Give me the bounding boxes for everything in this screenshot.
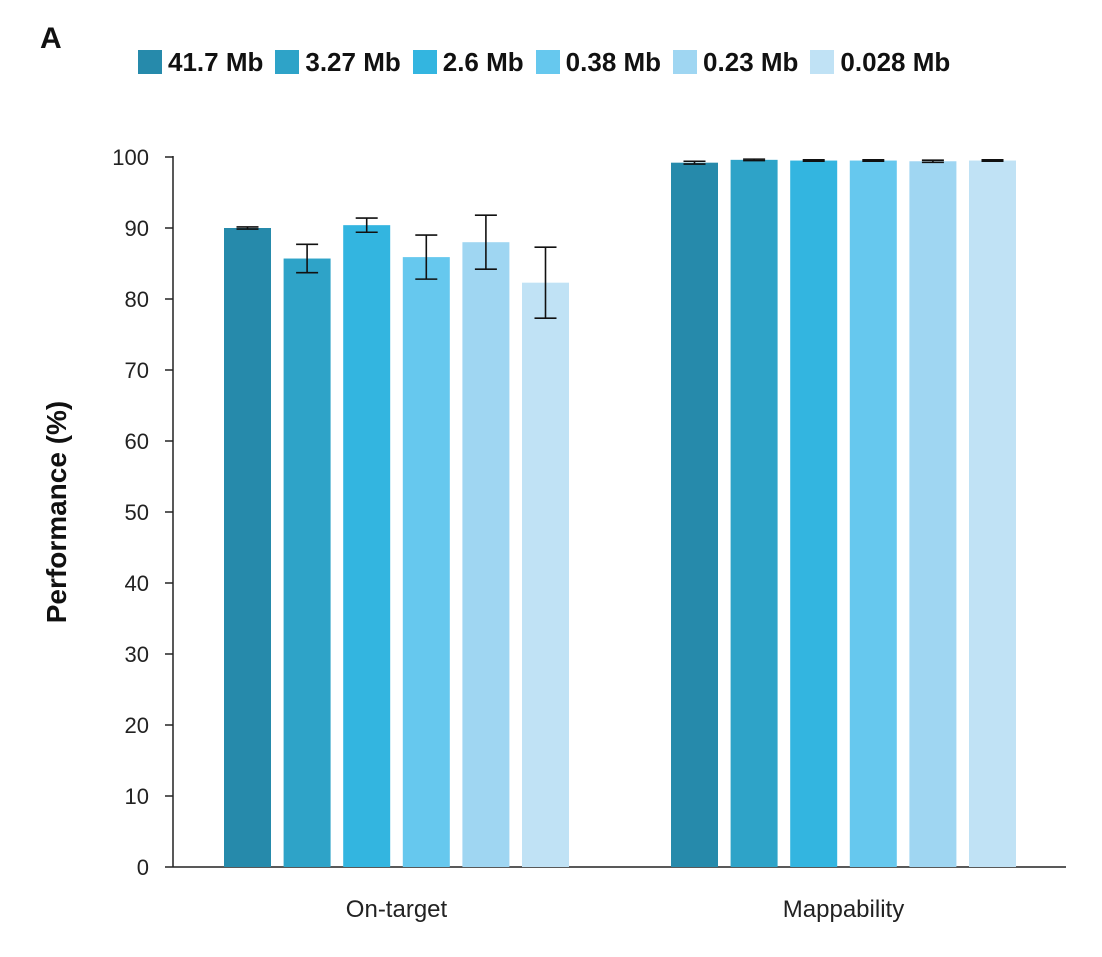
y-tick-label: 100 (112, 145, 149, 170)
error-bar (683, 160, 706, 165)
y-tick-label: 70 (125, 358, 149, 383)
legend-swatch (412, 50, 437, 74)
error-bars (236, 158, 1004, 319)
legend-label: 0.38 Mb (565, 46, 662, 77)
legend: 41.7 Mb 3.27 Mb 2.6 Mb 0.38 Mb 0.23 Mb 0.028 … (138, 44, 962, 80)
legend-item: 0.23 Mb (673, 47, 798, 78)
bar (402, 257, 450, 867)
legend-swatch (138, 50, 162, 74)
y-tick-label: 40 (125, 571, 149, 596)
y-tick-label: 30 (125, 642, 149, 667)
error-bar (355, 217, 378, 234)
bar (909, 161, 957, 867)
bar (671, 162, 718, 867)
legend-swatch (275, 50, 300, 74)
y-tick-label: 80 (125, 287, 149, 312)
error-bar (534, 246, 557, 319)
bar (849, 160, 897, 868)
y-tick-label: 0 (137, 855, 149, 880)
error-bar (862, 159, 885, 163)
y-axis-label: Performance (%) (41, 401, 72, 624)
legend-label: 0.028 Mb (840, 46, 951, 77)
error-bar (921, 159, 944, 164)
y-tick-label: 50 (125, 500, 149, 525)
x-category-label: On-target (346, 896, 448, 923)
legend-label: 0.23 Mb (703, 46, 799, 77)
legend-item: 0.38 Mb (535, 46, 662, 78)
legend-swatch (810, 50, 835, 74)
legend-label: 41.7 Mb (168, 46, 264, 77)
legend-swatch (535, 50, 560, 74)
bar (730, 159, 778, 868)
bar (462, 242, 510, 867)
error-bar (802, 159, 825, 163)
y-tick-label: 10 (125, 784, 149, 809)
error-bar (981, 159, 1004, 163)
error-bar (296, 243, 319, 274)
legend-swatch (673, 50, 698, 74)
y-tick-label: 90 (125, 216, 149, 241)
y-tick-label: 20 (125, 713, 149, 738)
bar (790, 160, 838, 868)
error-bar (236, 226, 259, 230)
error-bar (743, 158, 766, 162)
bar (283, 258, 331, 867)
x-category-label: Mappability (783, 896, 904, 923)
y-tick-label: 60 (125, 429, 149, 454)
legend-item: 41.7 Mb (138, 47, 263, 78)
panel-label: A (40, 22, 62, 55)
error-bar (415, 234, 438, 280)
legend-item: 2.6 Mb (412, 46, 524, 78)
legend-item: 0.028 Mb (810, 47, 950, 78)
bars (224, 159, 1016, 868)
legend-label: 3.27 Mb (305, 46, 401, 77)
legend-item: 3.27 Mb (275, 46, 401, 78)
axis-labels: On-target Mappability Performance (%) (41, 401, 904, 923)
bar (522, 282, 569, 867)
error-bar (474, 214, 497, 270)
bar (343, 225, 391, 867)
bar (224, 228, 271, 867)
legend-label: 2.6 Mb (442, 46, 524, 77)
bar (969, 160, 1016, 868)
